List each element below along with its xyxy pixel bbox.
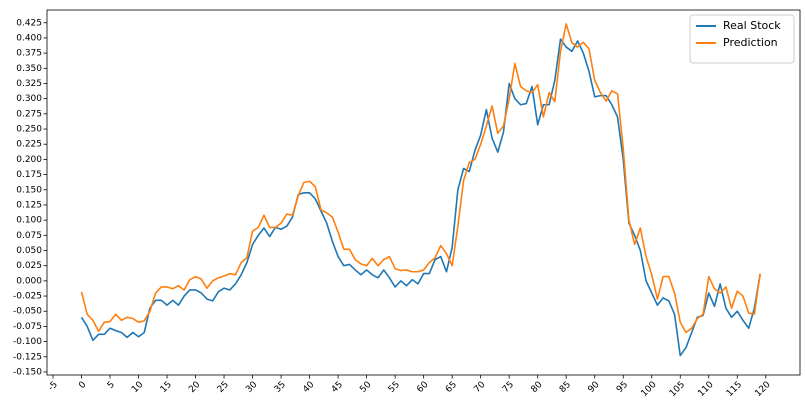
- x-tick-label: 95: [615, 380, 630, 395]
- y-tick-label: 0.375: [16, 49, 42, 59]
- legend-label: Real Stock: [723, 19, 781, 32]
- plot-frame: [46, 9, 801, 376]
- y-tick-label: -0.075: [13, 322, 42, 332]
- y-tick-label: -0.125: [13, 352, 42, 362]
- y-tick-label: -0.050: [13, 307, 42, 317]
- x-tick-label: 90: [586, 380, 601, 395]
- x-tick-label: 120: [753, 380, 772, 399]
- x-tick-label: 105: [668, 380, 687, 399]
- y-tick-label: 0.200: [16, 155, 42, 165]
- y-tick-label: 0.350: [16, 64, 42, 74]
- y-tick-label: -0.150: [13, 367, 42, 377]
- x-tick-label: 15: [159, 380, 174, 395]
- series-line: [80, 23, 761, 334]
- x-tick-label: -5: [46, 380, 59, 393]
- x-tick-label: 20: [187, 380, 202, 395]
- y-tick-label: 0.025: [16, 261, 42, 271]
- y-tick-label: 0.150: [16, 185, 42, 195]
- y-tick-label: 0.275: [16, 109, 42, 119]
- x-tick-label: 35: [273, 380, 288, 395]
- x-tick-label: 5: [106, 380, 117, 391]
- x-tick-label: 50: [358, 380, 373, 395]
- x-tick-label: 25: [216, 380, 231, 395]
- x-tick-label: 75: [501, 380, 516, 395]
- y-tick-label: 0.250: [16, 125, 42, 135]
- y-tick-label: 0.325: [16, 79, 42, 89]
- y-tick-label: 0.400: [16, 33, 42, 43]
- y-tick-label: 0.100: [16, 216, 42, 226]
- x-tick-label: 30: [244, 380, 259, 395]
- x-tick-label: 115: [725, 380, 744, 399]
- y-tick-label: -0.100: [13, 337, 42, 347]
- x-tick-label: 80: [529, 380, 544, 395]
- y-tick-label: 0.225: [16, 140, 42, 150]
- y-tick-label: 0.125: [16, 200, 42, 210]
- x-tick-label: 40: [301, 380, 316, 395]
- x-tick-label: 70: [472, 380, 487, 395]
- x-tick-label: 10: [130, 380, 145, 395]
- x-tick-label: 60: [415, 380, 430, 395]
- series-line: [80, 38, 761, 357]
- y-tick-label: 0.300: [16, 94, 42, 104]
- y-tick-label: 0.425: [16, 18, 42, 28]
- y-tick-label: 0.075: [16, 231, 42, 241]
- y-tick-label: 0.050: [16, 246, 42, 256]
- legend-label: Prediction: [723, 36, 778, 49]
- x-tick-label: 110: [696, 380, 715, 399]
- x-tick-label: 45: [330, 380, 345, 395]
- x-tick-label: 100: [639, 380, 658, 399]
- x-tick-label: 85: [558, 380, 573, 395]
- x-tick-label: 0: [77, 380, 88, 391]
- y-tick-label: 0.175: [16, 170, 42, 180]
- y-tick-label: 0.000: [16, 276, 42, 286]
- y-tick-label: -0.025: [13, 292, 42, 302]
- x-tick-label: 55: [387, 380, 402, 395]
- x-tick-label: 65: [444, 380, 459, 395]
